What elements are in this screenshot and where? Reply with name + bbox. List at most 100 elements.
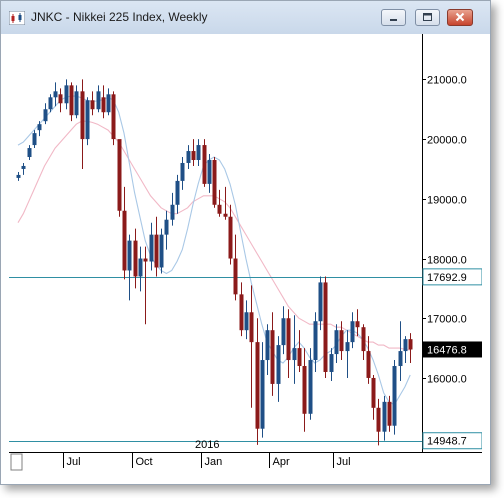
current-price-flag — [423, 341, 482, 358]
candle-body — [32, 133, 37, 146]
candle — [133, 228, 138, 289]
candle-body — [265, 330, 270, 361]
time-axis[interactable]: Jul Oct Jan Apr Jul 2016 — [63, 439, 351, 468]
candle — [302, 348, 307, 432]
candle-body — [334, 330, 339, 355]
price-tick-label: 19000.0 — [427, 195, 467, 207]
candle-body — [191, 151, 196, 160]
candle-body — [308, 360, 313, 414]
candle — [69, 82, 74, 122]
time-tick-label: Jul — [337, 456, 351, 468]
candle-body — [90, 100, 95, 110]
candle-body — [138, 258, 143, 277]
candle — [387, 395, 392, 432]
candle-body — [111, 94, 116, 140]
candle — [196, 139, 201, 166]
candle — [85, 97, 90, 146]
candle-body — [133, 240, 138, 277]
candle — [202, 139, 207, 187]
minimize-button[interactable] — [381, 9, 406, 26]
candle-body — [297, 348, 302, 367]
candle-body — [80, 91, 85, 140]
candlestick-chart[interactable]: 21000.0 20000.0 19000.0 18000.0 17000.0 16000… — [9, 34, 483, 477]
candle — [117, 139, 122, 217]
candle-body — [96, 91, 101, 110]
candle-body — [233, 258, 238, 295]
candle — [170, 192, 175, 226]
candle-body — [244, 312, 249, 331]
candle-body — [323, 282, 328, 372]
candle — [122, 186, 127, 280]
candle-body — [101, 97, 106, 113]
candle — [392, 360, 397, 435]
candle-body — [154, 234, 159, 268]
candle — [159, 228, 164, 274]
chart-area[interactable]: 21000.0 20000.0 19000.0 18000.0 17000.0 16000… — [9, 34, 483, 477]
candle — [58, 88, 63, 113]
candle-body — [286, 318, 291, 361]
candle — [403, 336, 408, 364]
candle-body — [408, 339, 413, 350]
candle-body — [249, 312, 254, 343]
candle — [43, 103, 48, 125]
candle-body — [106, 94, 111, 113]
candle — [16, 171, 21, 181]
candle-body — [371, 377, 376, 408]
candle-body — [318, 282, 323, 322]
candle-body — [387, 401, 392, 426]
candle — [270, 312, 275, 396]
candle-body — [43, 109, 48, 122]
candle-body — [329, 354, 334, 372]
candle — [74, 85, 79, 119]
candle-body — [376, 407, 381, 432]
time-tick-label: Apr — [273, 456, 290, 468]
candle-body — [207, 159, 212, 184]
candle-body — [122, 210, 127, 271]
candle-body — [53, 91, 58, 98]
candle — [355, 309, 360, 337]
candle-body — [164, 219, 169, 235]
candle-body — [361, 327, 366, 352]
candle-body — [281, 318, 286, 346]
candle-body — [85, 100, 90, 140]
candle — [217, 189, 222, 217]
candle — [329, 348, 334, 381]
close-button[interactable] — [447, 9, 473, 26]
candle — [244, 300, 249, 340]
candle — [111, 91, 116, 146]
horizontal-levels — [9, 277, 422, 442]
candle-body — [392, 366, 397, 426]
candle — [318, 276, 323, 331]
candle — [265, 324, 270, 375]
candle-body — [27, 148, 32, 158]
title-bar[interactable]: JNKC - Nikkei 225 Index, Weekly — [1, 1, 490, 34]
candle-body — [69, 85, 74, 116]
chart-window: JNKC - Nikkei 225 Index, Weekly — [0, 0, 491, 485]
candle — [228, 204, 233, 265]
candle — [371, 374, 376, 420]
candle — [154, 216, 159, 277]
candle — [334, 324, 339, 364]
candle — [286, 309, 291, 378]
candle — [366, 336, 371, 384]
candle-body — [212, 159, 217, 205]
candle — [90, 91, 95, 116]
candle-body — [350, 321, 355, 343]
candle-body — [355, 321, 360, 328]
price-axis[interactable]: 21000.0 20000.0 19000.0 18000.0 17000.0 16000… — [422, 75, 467, 386]
candle-body — [292, 348, 297, 361]
candle — [32, 130, 37, 149]
price-tick-label: 18000.0 — [427, 255, 467, 267]
close-icon — [455, 12, 465, 22]
maximize-button[interactable] — [415, 9, 440, 26]
candle-body — [382, 401, 387, 432]
level-flag-label: 17692.9 — [427, 272, 467, 284]
candles — [16, 79, 413, 446]
candle — [255, 318, 260, 445]
window-title: JNKC - Nikkei 225 Index, Weekly — [31, 10, 208, 24]
scroll-handle[interactable] — [10, 453, 23, 471]
candle — [80, 79, 85, 169]
candle-body — [180, 162, 185, 181]
candle — [260, 342, 265, 438]
candle — [350, 312, 355, 349]
